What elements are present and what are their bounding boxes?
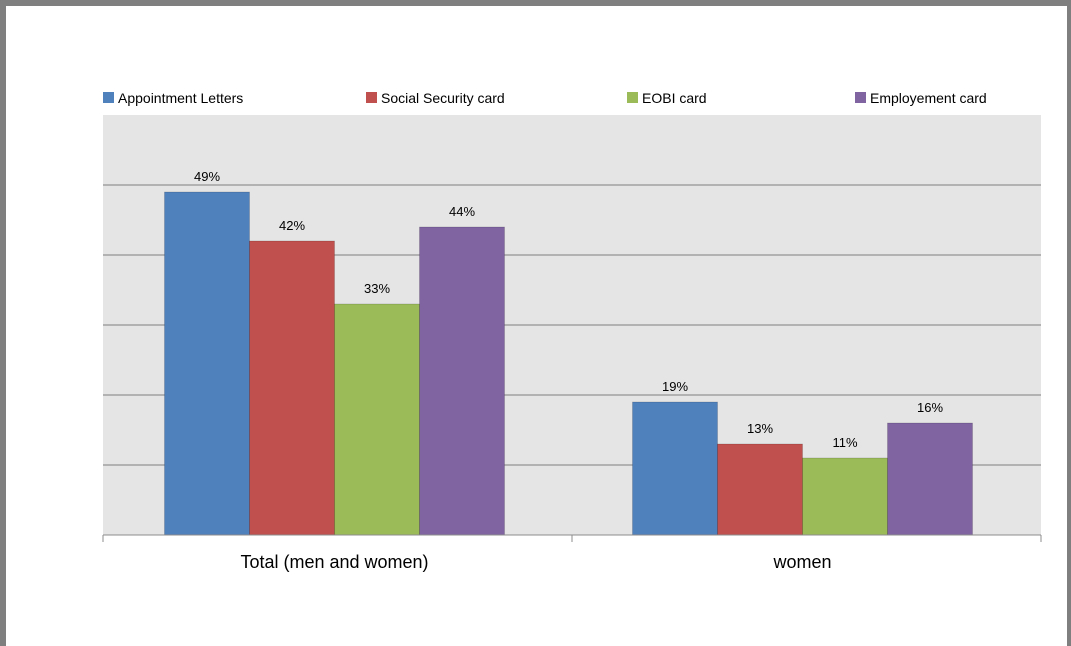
data-label: 19% <box>662 379 688 394</box>
legend-label: Employement card <box>870 90 987 106</box>
data-label: 42% <box>279 218 305 233</box>
legend-swatch <box>366 92 377 103</box>
bar-employement-card-1 <box>888 423 973 535</box>
bar-eobi-card-0 <box>335 304 420 535</box>
data-label: 11% <box>832 435 857 450</box>
category-label: women <box>772 552 831 572</box>
data-label: 16% <box>917 400 943 415</box>
data-label: 33% <box>364 281 390 296</box>
category-label: Total (men and women) <box>240 552 428 572</box>
x-axis: Total (men and women) women <box>103 535 1041 572</box>
bar-social-security-card-0 <box>250 241 335 535</box>
legend-swatch <box>855 92 866 103</box>
data-label: 44% <box>449 204 475 219</box>
bar-appointment-letters-1 <box>633 402 718 535</box>
data-label: 49% <box>194 169 220 184</box>
legend-swatch <box>103 92 114 103</box>
legend-swatch <box>627 92 638 103</box>
legend-label: Appointment Letters <box>118 90 243 106</box>
bar-employement-card-0 <box>420 227 505 535</box>
bar-appointment-letters-0 <box>165 192 250 535</box>
legend-label: EOBI card <box>642 90 707 106</box>
data-label: 13% <box>747 421 773 436</box>
legend: Appointment Letters Social Security card E… <box>103 90 987 106</box>
bar-eobi-card-1 <box>803 458 888 535</box>
legend-label: Social Security card <box>381 90 505 106</box>
bar-social-security-card-1 <box>718 444 803 535</box>
